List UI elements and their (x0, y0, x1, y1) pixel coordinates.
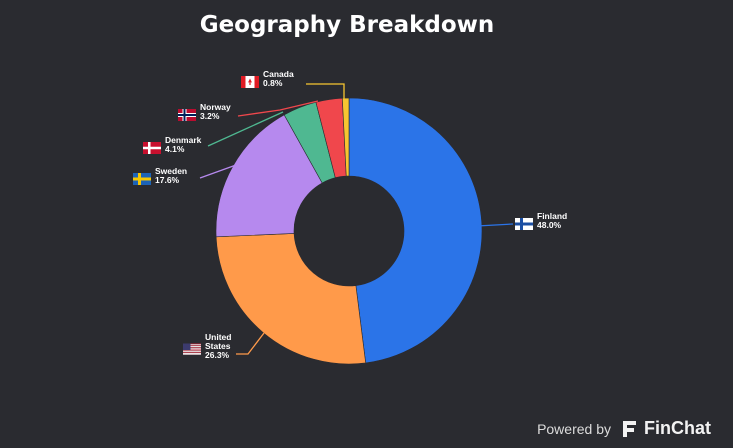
leader-norway (237, 100, 319, 117)
label-name-united-states: United States (205, 332, 231, 351)
usa-flag-icon (183, 343, 201, 355)
label-value-united-states: 26.3% (205, 350, 230, 360)
canada-flag-icon (241, 76, 259, 88)
label-value-sweden: 17.6% (155, 175, 180, 185)
leader-sweden (199, 164, 237, 179)
finland-flag-icon (515, 218, 533, 230)
slice-united-states (215, 233, 367, 365)
label-value-norway: 3.2% (200, 111, 220, 121)
label-value-finland: 48.0% (537, 220, 562, 230)
powered-by-text: Powered by (537, 420, 611, 437)
chart-title: Geography Breakdown (200, 12, 495, 38)
label-name-norway: Norway (200, 102, 231, 112)
label-value-denmark: 4.1% (165, 144, 185, 154)
denmark-flag-icon (143, 142, 161, 154)
leader-canada (306, 83, 345, 99)
footer: Powered by FinChat (537, 418, 711, 439)
leader-denmark (207, 111, 284, 147)
label-name-finland: Finland (537, 211, 567, 221)
label-name-canada: Canada (263, 69, 294, 79)
brand-name: FinChat (644, 418, 711, 438)
label-name-denmark: Denmark (165, 135, 202, 145)
leader-lines (199, 83, 514, 355)
slice-finland (348, 97, 483, 364)
pie-slices (215, 97, 483, 365)
label-name-sweden: Sweden (155, 166, 187, 176)
finchat-logo-icon (623, 420, 636, 437)
sweden-flag-icon (133, 173, 151, 185)
leader-united-states (236, 332, 265, 355)
leader-finland (476, 223, 514, 227)
slice-sweden (215, 114, 323, 238)
norway-flag-icon (178, 109, 196, 121)
label-value-canada: 0.8% (263, 78, 283, 88)
